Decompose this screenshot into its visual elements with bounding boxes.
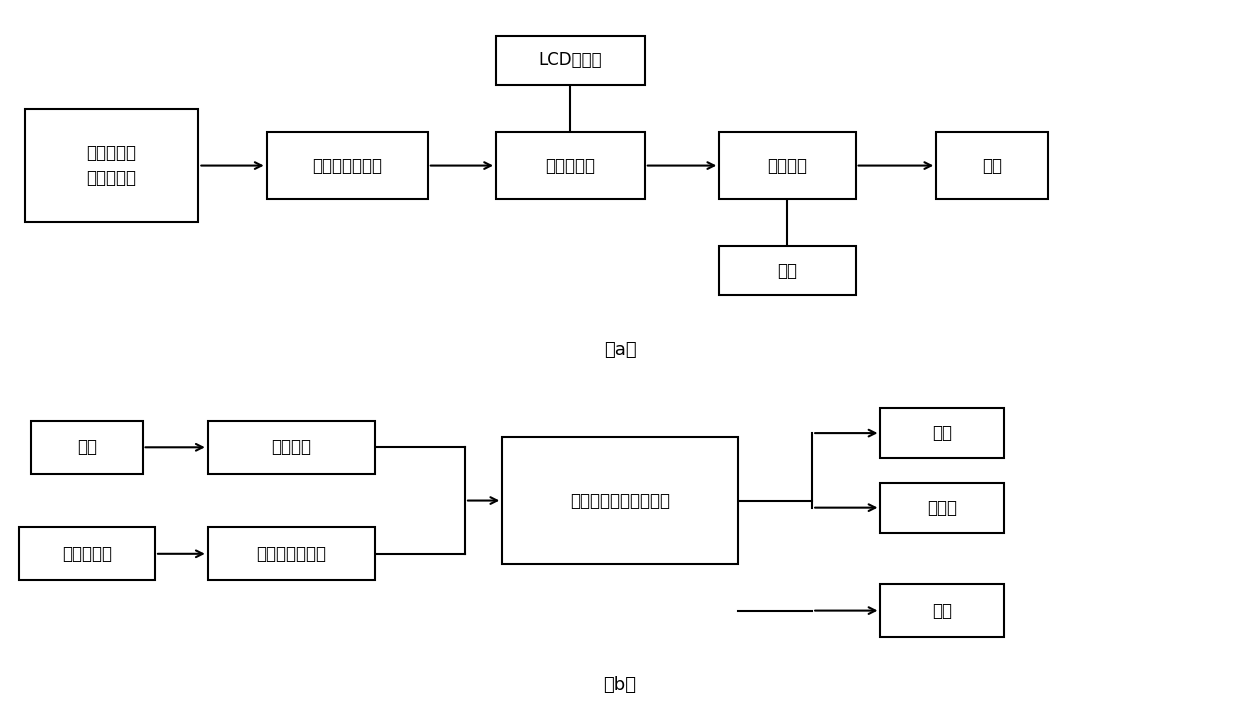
Text: 中央处理器: 中央处理器 bbox=[546, 157, 595, 175]
Bar bbox=[719, 131, 856, 200]
Bar bbox=[502, 437, 738, 564]
Bar bbox=[25, 109, 198, 222]
Bar bbox=[880, 408, 1004, 458]
Bar bbox=[880, 584, 1004, 638]
Bar bbox=[19, 527, 155, 581]
Bar bbox=[496, 131, 645, 200]
Bar bbox=[207, 527, 374, 581]
Text: 蓝牙模块: 蓝牙模块 bbox=[768, 157, 807, 175]
Text: 温度传感器: 温度传感器 bbox=[62, 545, 112, 563]
Bar bbox=[267, 131, 428, 200]
Bar bbox=[880, 483, 1004, 532]
Text: 天线: 天线 bbox=[77, 438, 97, 457]
Text: 压缩机: 压缩机 bbox=[928, 498, 957, 517]
Bar bbox=[31, 420, 143, 474]
Text: 温度传感器
脉搏传感器: 温度传感器 脉搏传感器 bbox=[87, 144, 136, 187]
Text: 电源: 电源 bbox=[932, 601, 952, 620]
Bar bbox=[496, 36, 645, 84]
Text: 电池: 电池 bbox=[777, 262, 797, 280]
Text: （a）: （a） bbox=[604, 341, 636, 359]
Bar bbox=[719, 246, 856, 295]
Bar bbox=[207, 420, 374, 474]
Text: （b）: （b） bbox=[604, 676, 636, 694]
Text: 风机: 风机 bbox=[932, 424, 952, 442]
Text: 中央处理器及控制电路: 中央处理器及控制电路 bbox=[570, 491, 670, 510]
Text: 蓝牙模块: 蓝牙模块 bbox=[272, 438, 311, 457]
Text: 测量与转换电路: 测量与转换电路 bbox=[257, 545, 326, 563]
Text: 测量与转换电路: 测量与转换电路 bbox=[312, 157, 382, 175]
Text: LCD显示器: LCD显示器 bbox=[538, 51, 603, 69]
Text: 天线: 天线 bbox=[982, 157, 1002, 175]
Bar bbox=[936, 131, 1048, 200]
